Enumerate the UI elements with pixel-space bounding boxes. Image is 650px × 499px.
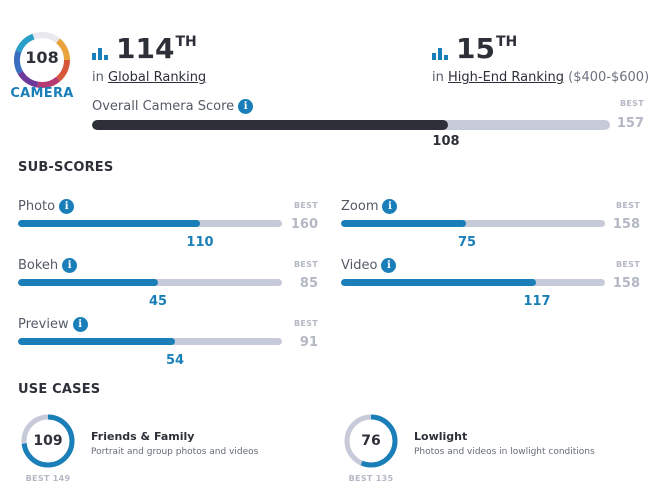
preview-best-label: BEST: [294, 319, 318, 328]
segment-rank-caption: in High-End Ranking ($400-$600): [432, 70, 650, 85]
overall-score-label: Overall Camera Score i: [92, 99, 254, 114]
friends-family-score: 109: [33, 433, 63, 449]
info-icon[interactable]: i: [238, 99, 254, 114]
overall-best-label: BEST: [620, 99, 644, 108]
high-end-ranking-link[interactable]: High-End Ranking: [448, 70, 564, 85]
video-score-value: 117: [523, 294, 551, 309]
badge-ring-segment: [37, 76, 60, 88]
lowlight-score-ring: [344, 414, 398, 468]
ranking-bars-icon: [432, 44, 450, 60]
video-best-value: 158: [612, 276, 640, 291]
photo-score-fill: [18, 220, 200, 227]
badge-ring-segment: [15, 33, 35, 53]
overall-score-bar: [92, 120, 610, 130]
info-icon[interactable]: i: [381, 258, 397, 273]
overall-score-value: 108: [432, 134, 460, 149]
camera-score-badge: [14, 32, 70, 88]
info-icon[interactable]: i: [72, 317, 88, 332]
sub-scores-heading: SUB-SCORES: [18, 160, 114, 175]
ranking-bars-icon: [92, 44, 110, 60]
global-rank-caption: in Global Ranking: [92, 70, 207, 85]
info-icon[interactable]: i: [59, 199, 75, 214]
bokeh-score-bar: [18, 279, 282, 286]
zoom-best-label: BEST: [616, 201, 640, 210]
global-ranking-link[interactable]: Global Ranking: [108, 70, 207, 85]
bokeh-score-fill: [18, 279, 158, 286]
lowlight-desc: Photos and videos in lowlight conditions: [414, 447, 595, 457]
friends-family-best: BEST 149: [25, 474, 71, 483]
preview-score-fill: [18, 338, 175, 345]
friends-family-desc: Portrait and group photos and videos: [91, 447, 259, 457]
video-score-bar: [341, 279, 605, 286]
lowlight-best: BEST 135: [348, 474, 394, 483]
overall-best-value: 157: [616, 116, 644, 131]
badge-ring-segment: [55, 59, 70, 82]
preview-best-value: 91: [299, 335, 318, 350]
badge-ring-segment: [14, 50, 24, 74]
zoom-score-value: 75: [457, 235, 477, 250]
bokeh-best-value: 85: [299, 276, 318, 291]
zoom-label: Zoom i: [341, 199, 398, 214]
badge-score: 108: [25, 48, 59, 67]
zoom-best-value: 158: [612, 217, 640, 232]
video-score-fill: [341, 279, 537, 286]
global-rank-number: 114TH: [116, 32, 197, 65]
friends-family-ring-fill: [21, 414, 75, 468]
badge-ring-segment: [17, 70, 39, 88]
badge-ring-segment: [55, 38, 70, 61]
friends-family-title: Friends & Family: [91, 430, 195, 443]
overall-score-fill: [92, 120, 449, 130]
lowlight-title: Lowlight: [414, 430, 468, 443]
photo-score-value: 110: [186, 235, 214, 250]
bokeh-best-label: BEST: [294, 260, 318, 269]
bokeh-label: Bokeh i: [18, 258, 78, 273]
lowlight-score: 76: [361, 433, 381, 449]
zoom-score-fill: [341, 220, 467, 227]
preview-label: Preview i: [18, 317, 88, 332]
photo-score-bar: [18, 220, 282, 227]
photo-label: Photo i: [18, 199, 75, 214]
video-best-label: BEST: [616, 260, 640, 269]
info-icon[interactable]: i: [382, 199, 398, 214]
preview-score-value: 54: [165, 353, 185, 368]
friends-family-score-ring: [21, 414, 75, 468]
bokeh-score-value: 45: [148, 294, 168, 309]
segment-rank-number: 15TH: [456, 32, 518, 65]
photo-best-value: 160: [290, 217, 318, 232]
info-icon[interactable]: i: [62, 258, 78, 273]
lowlight-ring-fill: [344, 414, 398, 468]
badge-label: CAMERA: [10, 86, 74, 101]
zoom-score-bar: [341, 220, 605, 227]
preview-score-bar: [18, 338, 282, 345]
use-cases-heading: USE CASES: [18, 382, 101, 397]
photo-best-label: BEST: [294, 201, 318, 210]
video-label: Video i: [341, 258, 397, 273]
